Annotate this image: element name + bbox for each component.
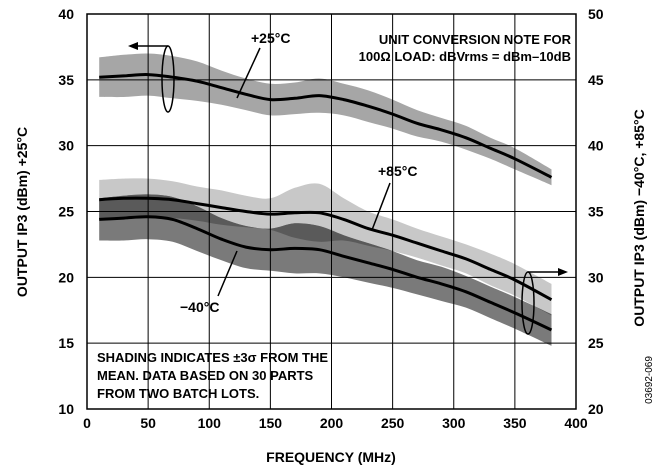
y-left-tick-label-30: 30 <box>58 138 74 154</box>
label-plus25: +25°C <box>251 30 290 46</box>
y-right-tick-label-25: 25 <box>588 335 604 351</box>
line-minus40c <box>99 215 553 332</box>
y-right-tick-label-35: 35 <box>588 204 604 220</box>
plot-frame <box>86 13 577 410</box>
y-left-tick-label-40: 40 <box>58 6 74 22</box>
left-axis-arrow-head <box>128 42 138 50</box>
axis-ticks: 0 50 100 150 200 250 300 350 400 10 15 20 25 30 35 40 20… <box>58 6 603 431</box>
x-tick-label-200: 200 <box>320 415 344 431</box>
x-tick-label-100: 100 <box>198 415 222 431</box>
y-right-tick-label-45: 45 <box>588 72 604 88</box>
y-left-tick-label-25: 25 <box>58 204 74 220</box>
leader-plus25 <box>236 47 261 99</box>
x-tick-label-350: 350 <box>503 415 527 431</box>
conversion-note-line1: UNIT CONVERSION NOTE FOR <box>379 32 572 47</box>
y-right-tick-label-30: 30 <box>588 269 604 285</box>
shading-note-line1: SHADING INDICATES ±3σ FROM THE <box>97 350 328 365</box>
y-right-tick-label-20: 20 <box>588 401 604 417</box>
label-plus85: +85°C <box>378 163 417 179</box>
x-tick-label-250: 250 <box>381 415 405 431</box>
leader-minus40 <box>217 250 238 297</box>
label-minus40: −40°C <box>180 299 219 315</box>
y-left-tick-label-15: 15 <box>58 335 74 351</box>
x-tick-label-400: 400 <box>564 415 588 431</box>
shading-note-line3: FROM TWO BATCH LOTS. <box>97 386 259 401</box>
y-right-tick-label-50: 50 <box>588 6 604 22</box>
y-left-tick-label-35: 35 <box>58 72 74 88</box>
line-plus25c <box>99 73 553 179</box>
line-plus85c <box>99 196 553 302</box>
x-axis-title: FREQUENCY (MHz) <box>266 449 396 465</box>
x-tick-label-0: 0 <box>83 415 91 431</box>
band-minus40c <box>99 194 552 346</box>
leader-plus85 <box>371 182 391 231</box>
x-tick-label-50: 50 <box>140 415 156 431</box>
figure-code: 03692-069 <box>644 356 655 404</box>
mean-lines <box>99 73 553 332</box>
shading-note-line2: MEAN. DATA BASED ON 30 PARTS <box>97 368 314 383</box>
conversion-note-line2: 100Ω LOAD: dBVrms = dBm–10dB <box>359 49 571 64</box>
grid-lines <box>87 14 576 409</box>
x-tick-label-300: 300 <box>442 415 466 431</box>
y-right-tick-label-40: 40 <box>588 138 604 154</box>
y-axis-title-left: OUTPUT IP3 (dBm) +25°C <box>14 127 30 297</box>
x-tick-label-150: 150 <box>259 415 283 431</box>
y-left-tick-label-10: 10 <box>58 401 74 417</box>
y-left-tick-label-20: 20 <box>58 269 74 285</box>
right-axis-arrow-head <box>558 268 568 276</box>
band-plus85c <box>99 178 552 316</box>
y-axis-title-right: OUTPUT IP3 (dBm) −40°C, +85°C <box>631 109 647 326</box>
